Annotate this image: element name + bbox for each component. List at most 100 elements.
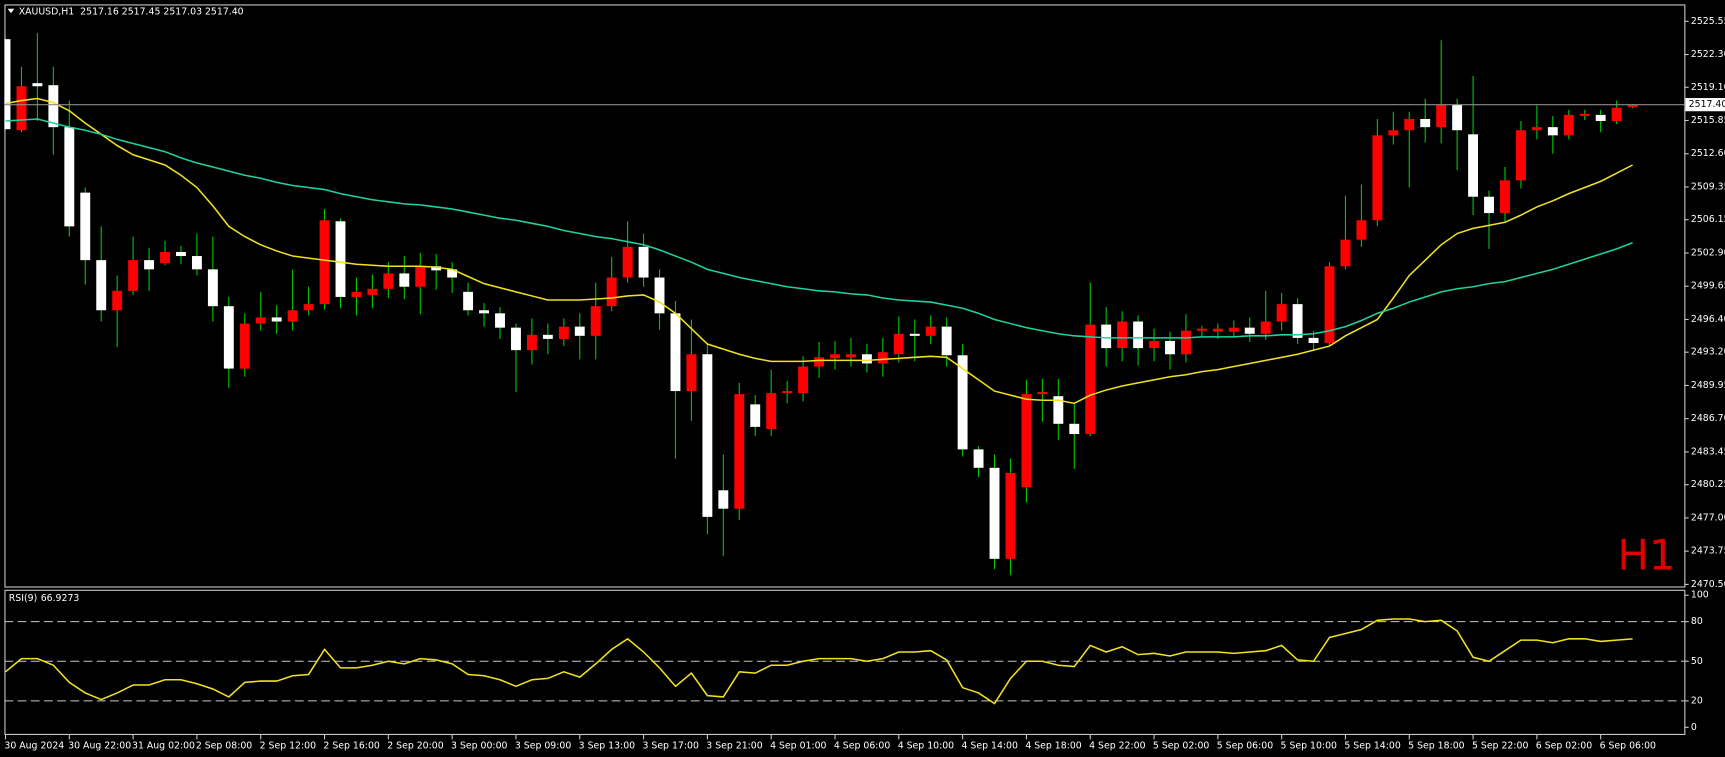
y-tick-label: 2506.15 <box>1691 214 1725 225</box>
candle-body <box>877 352 888 364</box>
x-tick-label: 5 Sep 02:00 <box>1153 740 1209 751</box>
candle-body <box>447 269 458 278</box>
x-tick-label: 2 Sep 08:00 <box>196 740 252 751</box>
candle-body <box>925 326 936 336</box>
candle-body <box>1276 304 1287 322</box>
y-tick-label: 0 <box>1691 722 1697 733</box>
candle-body <box>1500 180 1510 214</box>
candle-body <box>766 393 777 429</box>
candle-body <box>973 449 984 468</box>
candle-body <box>191 256 202 270</box>
candle-body <box>271 317 282 322</box>
rsi-plot <box>4 618 1685 705</box>
candle-body <box>798 366 809 394</box>
y-tick-label: 2509.35 <box>1691 181 1725 192</box>
x-tick-label: 3 Sep 17:00 <box>642 740 698 751</box>
candle-body <box>367 288 378 295</box>
candle-body <box>670 313 681 392</box>
y-tick-label: 2470.50 <box>1691 579 1725 590</box>
chart-title: XAUUSD,H1 2517.16 2517.45 2517.03 2517.4… <box>19 7 244 18</box>
candle-body <box>255 317 266 324</box>
y-tick-label: 100 <box>1691 590 1709 601</box>
x-tick-label: 4 Sep 01:00 <box>770 740 826 751</box>
y-tick-label: 2483.45 <box>1691 446 1725 457</box>
x-tick-label: 2 Sep 20:00 <box>387 740 443 751</box>
candle-body <box>1308 337 1319 343</box>
candle-body <box>526 334 537 351</box>
y-tick-label: 20 <box>1691 695 1703 706</box>
rsi-panel-frame <box>4 589 1686 735</box>
x-tick-label: 3 Sep 00:00 <box>451 740 507 751</box>
x-tick-label: 5 Sep 22:00 <box>1472 740 1528 751</box>
candle-body <box>941 326 952 356</box>
y-tick-label: 2496.40 <box>1691 314 1725 325</box>
x-tick-label: 4 Sep 14:00 <box>962 740 1018 751</box>
candle-body <box>542 334 553 339</box>
candle-body <box>1117 321 1128 349</box>
candle-body <box>686 354 697 392</box>
candle-body <box>16 86 27 131</box>
candle-body <box>622 246 633 278</box>
candle-body <box>830 354 840 359</box>
candle-body <box>1196 328 1207 331</box>
candle-body <box>1452 104 1463 131</box>
candle-body <box>814 357 824 367</box>
candle-body <box>207 269 218 307</box>
candle-body <box>1101 324 1112 349</box>
candle-body <box>1420 118 1431 128</box>
candle-body <box>1579 113 1590 116</box>
y-tick-label: 2519.10 <box>1691 82 1725 93</box>
candle-body <box>1260 321 1271 334</box>
candle-body <box>1436 104 1447 128</box>
candle-body <box>1292 304 1303 338</box>
candle-body <box>399 273 410 287</box>
y-tick-label: 2493.20 <box>1691 347 1725 358</box>
candle-body <box>319 220 330 305</box>
y-tick-label: 2477.00 <box>1691 512 1725 523</box>
y-tick-label: 50 <box>1691 656 1703 667</box>
candle-body <box>989 467 1000 559</box>
candle-body <box>1547 127 1558 136</box>
candle-body <box>1340 239 1351 267</box>
candle-body <box>1372 135 1383 221</box>
candle-body <box>479 310 490 314</box>
candle-body <box>511 327 521 351</box>
candle-body <box>1324 266 1335 343</box>
candle-body <box>1611 107 1622 122</box>
x-tick-label: 3 Sep 13:00 <box>579 740 635 751</box>
candle-body <box>1212 328 1223 332</box>
x-tick-label: 3 Sep 09:00 <box>515 740 571 751</box>
x-tick-label: 6 Sep 02:00 <box>1536 740 1592 751</box>
candle-body <box>1356 220 1367 240</box>
candle-body <box>638 246 649 278</box>
y-tick-label: 2522.30 <box>1691 49 1725 60</box>
x-tick-label: 4 Sep 22:00 <box>1089 740 1145 751</box>
y-tick-label: 2499.65 <box>1691 281 1725 292</box>
rsi-value: 66.9273 <box>41 593 80 604</box>
candle-body <box>144 260 155 270</box>
candle-body <box>718 490 729 509</box>
x-tick-label: 5 Sep 14:00 <box>1344 740 1400 751</box>
y-tick-label: 2480.25 <box>1691 479 1725 490</box>
candle-body <box>1005 472 1016 559</box>
candle-body <box>1404 118 1415 131</box>
candle-body <box>1149 340 1159 349</box>
candle-body <box>1531 127 1542 131</box>
candle-body <box>48 85 59 128</box>
candle-body <box>1228 327 1239 332</box>
candle-body <box>303 304 314 311</box>
candle-body <box>335 221 346 297</box>
y-tick-label: 2525.55 <box>1691 16 1725 27</box>
candle-body <box>1069 423 1080 435</box>
candle-body <box>558 326 569 339</box>
candle-body <box>1133 321 1144 349</box>
x-tick-label: 30 Aug 2024 <box>4 740 64 751</box>
candle-body <box>223 306 234 369</box>
candle-body <box>1037 392 1048 395</box>
candle-body <box>351 291 362 297</box>
candle-body <box>893 333 904 355</box>
candle-body <box>1388 130 1399 136</box>
